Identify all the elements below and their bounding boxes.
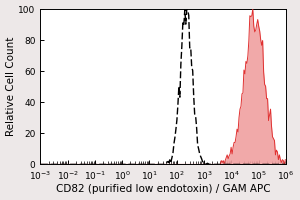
X-axis label: CD82 (purified low endotoxin) / GAM APC: CD82 (purified low endotoxin) / GAM APC [56, 184, 270, 194]
Y-axis label: Relative Cell Count: Relative Cell Count [6, 37, 16, 136]
